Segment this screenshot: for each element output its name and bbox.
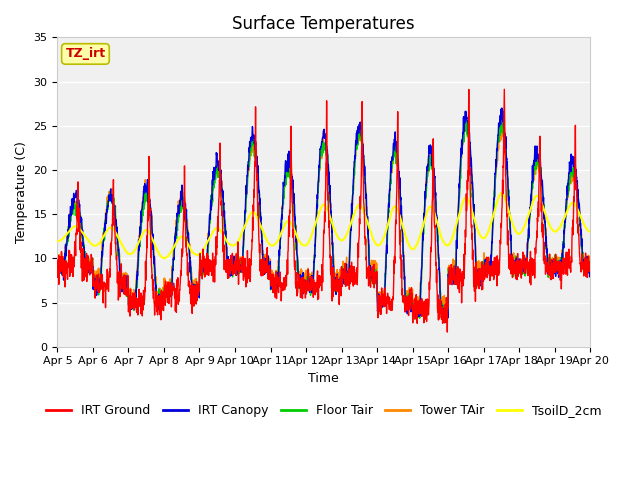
IRT Canopy: [498, 105, 506, 111]
IRT Ground: [540, 258, 547, 264]
IRT Canopy: [202, 260, 210, 265]
IRT Ground: [351, 277, 358, 283]
TsoilD_2cm: [54, 239, 61, 244]
Line: Tower TAir: Tower TAir: [58, 118, 590, 311]
TsoilD_2cm: [160, 255, 168, 261]
Text: TZ_irt: TZ_irt: [65, 48, 106, 60]
TsoilD_2cm: [540, 205, 547, 211]
IRT Ground: [202, 263, 210, 268]
TsoilD_2cm: [586, 229, 594, 235]
Tower TAir: [554, 260, 562, 266]
TsoilD_2cm: [554, 227, 562, 232]
Tower TAir: [351, 161, 358, 167]
TsoilD_2cm: [351, 210, 358, 216]
IRT Ground: [339, 271, 347, 276]
IRT Ground: [444, 329, 451, 335]
Tower TAir: [462, 115, 470, 121]
IRT Canopy: [554, 263, 562, 269]
Tower TAir: [540, 204, 547, 210]
Floor Tair: [540, 204, 547, 210]
Floor Tair: [351, 172, 358, 178]
TsoilD_2cm: [339, 237, 347, 242]
TsoilD_2cm: [202, 241, 210, 247]
IRT Canopy: [442, 320, 450, 325]
Line: TsoilD_2cm: TsoilD_2cm: [58, 193, 590, 258]
IRT Ground: [54, 272, 61, 278]
IRT Canopy: [479, 265, 486, 271]
Floor Tair: [54, 270, 61, 276]
Line: Floor Tair: Floor Tair: [58, 120, 590, 320]
IRT Canopy: [540, 194, 547, 200]
Tower TAir: [54, 258, 61, 264]
Legend: IRT Ground, IRT Canopy, Floor Tair, Tower TAir, TsoilD_2cm: IRT Ground, IRT Canopy, Floor Tair, Towe…: [41, 399, 607, 422]
Tower TAir: [413, 308, 420, 313]
Floor Tair: [554, 257, 562, 263]
Floor Tair: [479, 275, 486, 280]
Floor Tair: [586, 274, 594, 280]
Tower TAir: [479, 268, 486, 274]
Title: Surface Temperatures: Surface Temperatures: [232, 15, 415, 33]
IRT Canopy: [54, 270, 61, 276]
Tower TAir: [586, 257, 594, 263]
Floor Tair: [462, 117, 470, 123]
IRT Ground: [586, 260, 594, 266]
Y-axis label: Temperature (C): Temperature (C): [15, 141, 28, 243]
Floor Tair: [339, 267, 347, 273]
X-axis label: Time: Time: [308, 372, 339, 385]
TsoilD_2cm: [498, 190, 506, 196]
TsoilD_2cm: [479, 235, 486, 241]
Floor Tair: [202, 269, 210, 275]
IRT Canopy: [586, 265, 594, 271]
Tower TAir: [339, 258, 347, 264]
Floor Tair: [413, 317, 420, 323]
Line: IRT Canopy: IRT Canopy: [58, 108, 590, 323]
IRT Ground: [479, 287, 486, 292]
IRT Ground: [500, 86, 508, 92]
IRT Canopy: [339, 266, 347, 272]
Line: IRT Ground: IRT Ground: [58, 89, 590, 332]
Tower TAir: [202, 264, 210, 270]
IRT Canopy: [351, 159, 358, 165]
IRT Ground: [554, 261, 562, 267]
